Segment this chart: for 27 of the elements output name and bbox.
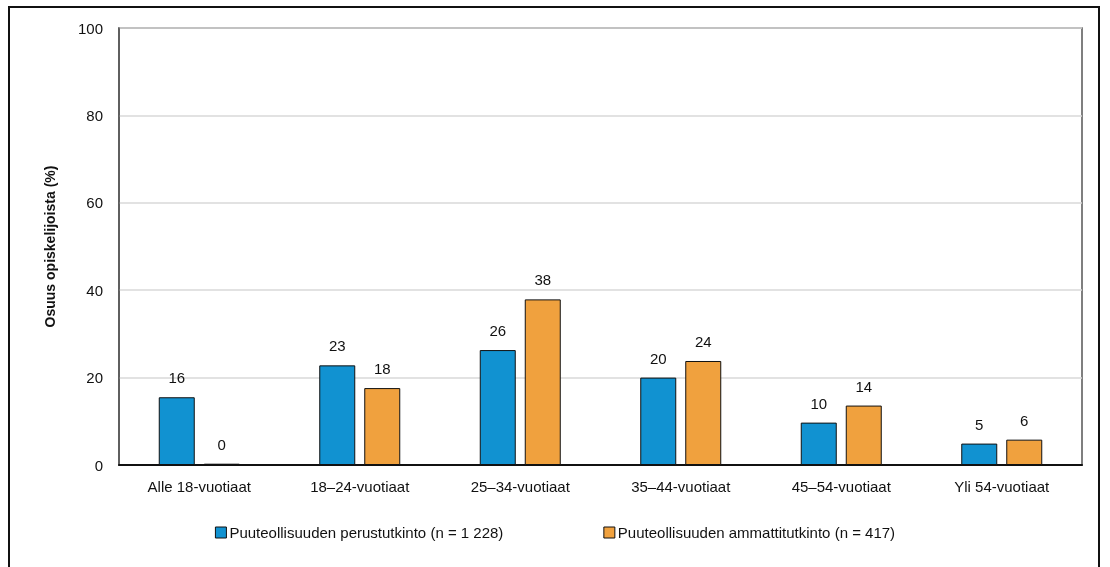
y-tick-label: 40 bbox=[86, 281, 103, 299]
y-tick-label: 60 bbox=[86, 194, 103, 212]
data-label: 23 bbox=[328, 337, 346, 355]
x-tick-label: Alle 18-vuotiaat bbox=[147, 478, 252, 495]
data-label: 0 bbox=[217, 435, 226, 453]
x-tick-label: 18–24-vuotiaat bbox=[310, 478, 411, 495]
data-label: 14 bbox=[855, 377, 873, 395]
x-tick-label: 45–54-vuotiaat bbox=[791, 478, 892, 495]
data-label: 38 bbox=[534, 271, 552, 289]
data-label: 18 bbox=[373, 360, 391, 378]
data-label: 10 bbox=[810, 394, 828, 412]
y-tick-label: 80 bbox=[86, 106, 103, 124]
data-label: 20 bbox=[649, 349, 667, 367]
y-tick-label: 100 bbox=[77, 19, 103, 37]
x-tick-label: 25–34-vuotiaat bbox=[470, 478, 571, 495]
data-label: 5 bbox=[975, 415, 984, 433]
y-tick-label: 20 bbox=[86, 369, 103, 387]
y-tick-label: 0 bbox=[94, 456, 103, 474]
x-tick-label: Yli 54-vuotiaat bbox=[954, 478, 1051, 495]
data-label: 26 bbox=[489, 322, 507, 340]
legend-label: Puuteollisuuden perustutkinto (n = 1 228) bbox=[229, 524, 504, 541]
data-label: 6 bbox=[1020, 411, 1029, 429]
x-tick-label: 35–44-vuotiaat bbox=[631, 478, 732, 495]
data-label: 16 bbox=[168, 369, 186, 387]
legend-label: Puuteollisuuden ammattitutkinto (n = 417) bbox=[617, 524, 896, 541]
data-label: 24 bbox=[694, 332, 712, 350]
y-axis-title: Osuus opiskelijoista (%) bbox=[42, 165, 58, 328]
